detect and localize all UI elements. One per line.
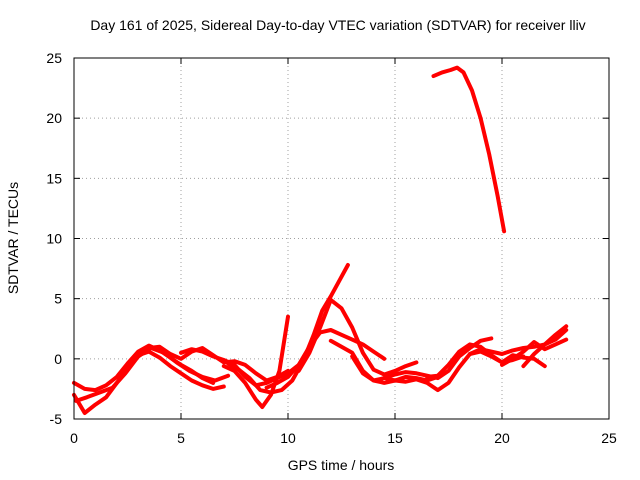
y-tick-label: 15	[46, 170, 62, 186]
y-tick-label: -5	[50, 411, 63, 427]
y-tick-label: 20	[46, 110, 62, 126]
series-line-arc-15	[500, 337, 569, 367]
x-tick-label: 0	[70, 430, 78, 446]
series-line-arc-4	[125, 344, 290, 383]
y-tick-label: 0	[54, 351, 62, 367]
series-line-arc-1	[72, 349, 226, 415]
x-tick-label: 10	[280, 430, 296, 446]
x-tick-label: 25	[601, 430, 617, 446]
y-tick-label: 5	[54, 291, 62, 307]
y-axis-label: SDTVAR / TECUs	[5, 182, 21, 294]
series-line-arc-14	[467, 324, 569, 356]
axis-ticks: 0 5 10 15 20 25 -5 0 5 10 15 20 25	[46, 50, 617, 446]
x-tick-label: 20	[494, 430, 510, 446]
y-tick-label: 25	[46, 50, 62, 66]
series-line-arc-16	[521, 328, 569, 369]
data-series	[72, 65, 569, 415]
chart-title: Day 161 of 2025, Sidereal Day-to-day VTE…	[90, 17, 585, 33]
series-line-arc-8	[264, 328, 387, 390]
series-line-arc-17	[431, 65, 507, 234]
grid	[74, 58, 609, 419]
series-line-arc-9	[296, 297, 419, 377]
x-tick-label: 15	[387, 430, 403, 446]
x-axis-label: GPS time / hours	[288, 457, 395, 473]
series-line-arc-3	[74, 346, 231, 403]
series-line-arc-11	[350, 336, 494, 383]
series-line-arc-7	[226, 263, 350, 395]
y-tick-label: 10	[46, 231, 62, 247]
x-tick-label: 5	[177, 430, 185, 446]
series-line-arc-6	[221, 314, 290, 409]
